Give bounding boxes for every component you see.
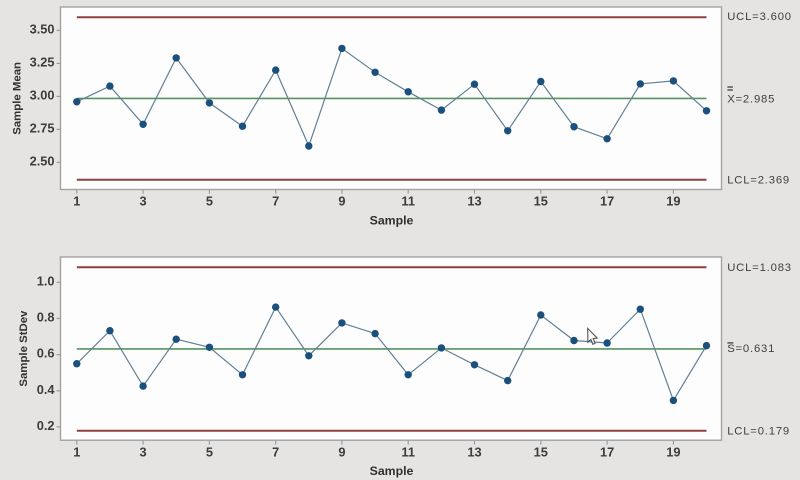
svg-text:0.2: 0.2 — [37, 418, 55, 433]
svg-text:7: 7 — [272, 444, 279, 459]
svg-text:0.6: 0.6 — [37, 346, 55, 361]
svg-text:5: 5 — [206, 444, 213, 459]
svg-text:5: 5 — [206, 194, 213, 209]
svg-text:1: 1 — [73, 444, 80, 459]
svg-text:9: 9 — [338, 194, 345, 209]
svg-text:11: 11 — [401, 194, 415, 209]
svg-text:S=0.631: S=0.631 — [727, 343, 775, 355]
svg-text:Sample: Sample — [370, 213, 414, 227]
svg-text:Sample Mean: Sample Mean — [12, 62, 24, 135]
svg-text:15: 15 — [534, 194, 548, 209]
svg-text:3: 3 — [140, 444, 147, 459]
svg-text:15: 15 — [534, 444, 548, 459]
svg-text:0.4: 0.4 — [37, 382, 56, 397]
svg-text:19: 19 — [666, 194, 680, 209]
svg-text:13: 13 — [467, 194, 481, 209]
svg-text:1: 1 — [73, 194, 80, 209]
svg-text:UCL=1.083: UCL=1.083 — [727, 262, 792, 274]
svg-text:Sample StDev: Sample StDev — [18, 310, 30, 387]
svg-text:1.0: 1.0 — [37, 273, 55, 288]
svg-text:9: 9 — [338, 444, 345, 459]
svg-text:3.25: 3.25 — [30, 55, 55, 70]
svg-text:LCL=0.179: LCL=0.179 — [727, 426, 790, 438]
svg-text:3: 3 — [140, 194, 147, 209]
svg-text:LCL=2.369: LCL=2.369 — [727, 174, 790, 186]
svg-text:2.75: 2.75 — [30, 121, 55, 136]
svg-text:X=2.985: X=2.985 — [727, 94, 775, 106]
svg-text:13: 13 — [467, 444, 481, 459]
svg-text:2.50: 2.50 — [30, 154, 55, 169]
svg-text:19: 19 — [666, 444, 680, 459]
svg-text:17: 17 — [600, 194, 614, 209]
svg-text:17: 17 — [600, 444, 614, 459]
svg-text:3.50: 3.50 — [30, 22, 55, 37]
svg-text:3.00: 3.00 — [30, 88, 55, 103]
svg-text:Sample: Sample — [370, 464, 414, 478]
svg-text:0.8: 0.8 — [37, 310, 55, 325]
svg-text:7: 7 — [272, 194, 279, 209]
svg-text:11: 11 — [401, 444, 415, 459]
svg-text:UCL=3.600: UCL=3.600 — [727, 11, 792, 23]
